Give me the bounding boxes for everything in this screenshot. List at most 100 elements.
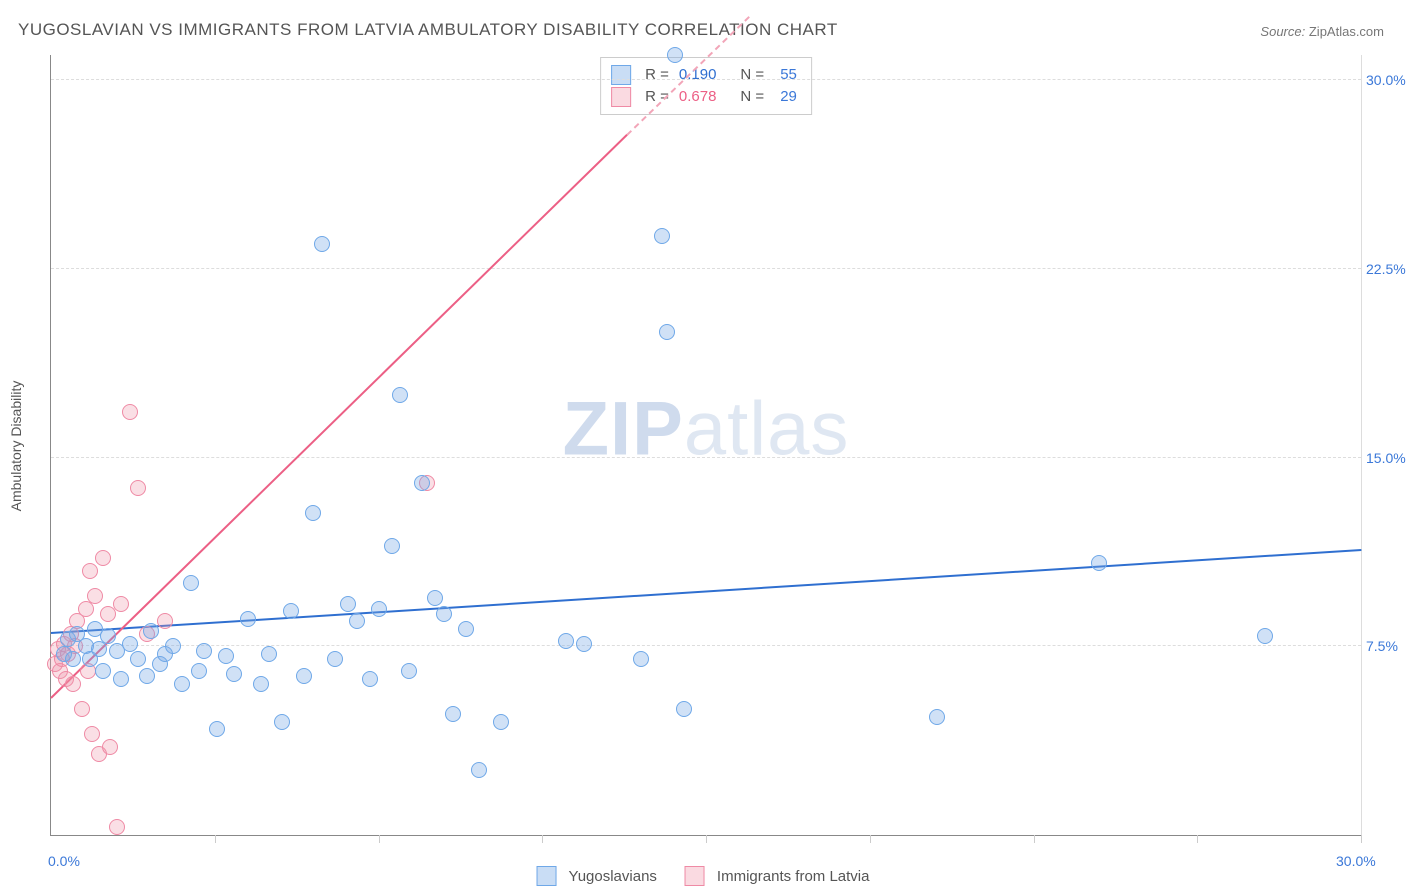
scatter-plot-area: ZIPatlas R = 0.190 N = 55 R = 0.678 N = … [50, 55, 1362, 836]
data-point [113, 596, 129, 612]
y-tick-label: 15.0% [1366, 450, 1406, 466]
n-value-blue: 55 [780, 64, 797, 86]
data-point [196, 643, 212, 659]
data-point [305, 505, 321, 521]
legend-item-pink: Immigrants from Latvia [685, 866, 870, 886]
source-label: Source: [1260, 24, 1305, 39]
data-point [384, 538, 400, 554]
data-point [314, 236, 330, 252]
data-point [84, 726, 100, 742]
watermark-light: atlas [684, 387, 850, 472]
legend: Yugoslavians Immigrants from Latvia [537, 866, 870, 886]
x-tick [870, 835, 871, 843]
x-tick [215, 835, 216, 843]
data-point [654, 228, 670, 244]
source-value: ZipAtlas.com [1309, 24, 1384, 39]
data-point [427, 590, 443, 606]
y-tick-label: 30.0% [1366, 72, 1406, 88]
data-point [253, 676, 269, 692]
legend-label-blue: Yugoslavians [569, 868, 657, 885]
data-point [109, 819, 125, 835]
n-label-pink: N = [740, 86, 764, 108]
gridline [51, 79, 1361, 80]
data-point [113, 671, 129, 687]
source-attribution: Source: ZipAtlas.com [1260, 24, 1384, 39]
data-point [261, 646, 277, 662]
data-point [1091, 555, 1107, 571]
legend-swatch-pink-icon [685, 866, 705, 886]
data-point [165, 638, 181, 654]
x-tick [1034, 835, 1035, 843]
data-point [102, 739, 118, 755]
gridline [51, 457, 1361, 458]
data-point [95, 550, 111, 566]
data-point [633, 651, 649, 667]
correlation-stats-box: R = 0.190 N = 55 R = 0.678 N = 29 [600, 57, 812, 115]
gridline [51, 645, 1361, 646]
data-point [1257, 628, 1273, 644]
x-tick [542, 835, 543, 843]
data-point [240, 611, 256, 627]
data-point [87, 588, 103, 604]
x-max-label: 30.0% [1336, 853, 1376, 869]
data-point [458, 621, 474, 637]
data-point [183, 575, 199, 591]
data-point [100, 628, 116, 644]
data-point [209, 721, 225, 737]
data-point [349, 613, 365, 629]
n-label-blue: N = [740, 64, 764, 86]
data-point [445, 706, 461, 722]
data-point [471, 762, 487, 778]
gridline [51, 268, 1361, 269]
data-point [130, 480, 146, 496]
data-point [139, 668, 155, 684]
data-point [283, 603, 299, 619]
data-point [95, 663, 111, 679]
data-point [340, 596, 356, 612]
data-point [371, 601, 387, 617]
data-point [558, 633, 574, 649]
data-point [436, 606, 452, 622]
data-point [929, 709, 945, 725]
data-point [274, 714, 290, 730]
data-point [74, 701, 90, 717]
x-tick [706, 835, 707, 843]
data-point [493, 714, 509, 730]
data-point [576, 636, 592, 652]
data-point [130, 651, 146, 667]
data-point [392, 387, 408, 403]
stats-row-pink: R = 0.678 N = 29 [611, 86, 797, 108]
stats-row-blue: R = 0.190 N = 55 [611, 64, 797, 86]
x-min-label: 0.0% [48, 853, 80, 869]
data-point [65, 651, 81, 667]
x-tick [379, 835, 380, 843]
data-point [362, 671, 378, 687]
data-point [414, 475, 430, 491]
x-tick [1361, 835, 1362, 843]
data-point [401, 663, 417, 679]
y-tick-label: 7.5% [1366, 638, 1406, 654]
data-point [82, 563, 98, 579]
data-point [667, 47, 683, 63]
data-point [143, 623, 159, 639]
n-value-pink: 29 [780, 86, 797, 108]
legend-item-blue: Yugoslavians [537, 866, 657, 886]
y-tick-label: 22.5% [1366, 261, 1406, 277]
data-point [659, 324, 675, 340]
swatch-pink-icon [611, 87, 631, 107]
data-point [122, 636, 138, 652]
r-value-pink: 0.678 [679, 86, 717, 108]
data-point [191, 663, 207, 679]
legend-label-pink: Immigrants from Latvia [717, 868, 870, 885]
data-point [174, 676, 190, 692]
x-tick [1197, 835, 1198, 843]
r-label-blue: R = [645, 64, 669, 86]
data-point [157, 613, 173, 629]
watermark-bold: ZIP [563, 387, 684, 472]
watermark: ZIPatlas [563, 386, 850, 473]
chart-title: YUGOSLAVIAN VS IMMIGRANTS FROM LATVIA AM… [18, 20, 838, 40]
data-point [218, 648, 234, 664]
data-point [65, 676, 81, 692]
data-point [676, 701, 692, 717]
y-axis-label: Ambulatory Disability [8, 381, 24, 512]
